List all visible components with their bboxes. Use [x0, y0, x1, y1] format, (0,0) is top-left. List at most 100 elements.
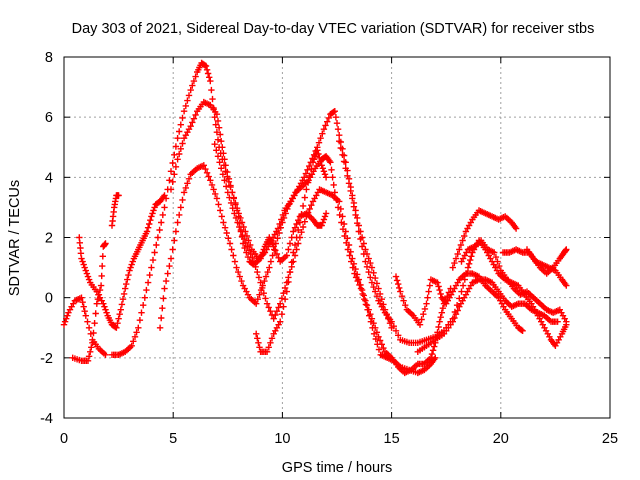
data-point — [274, 225, 282, 232]
data-point — [182, 184, 189, 192]
data-point — [162, 277, 170, 285]
data-point — [319, 130, 326, 137]
series-track-9 — [253, 147, 330, 355]
data-point — [179, 196, 186, 204]
data-point — [315, 139, 323, 146]
data-point — [426, 282, 433, 289]
data-point — [85, 353, 93, 360]
data-point — [344, 172, 351, 179]
data-point — [265, 304, 272, 311]
data-point — [221, 177, 228, 184]
data-point — [144, 224, 152, 231]
data-point — [368, 315, 376, 322]
data-point — [84, 273, 92, 280]
data-point — [397, 288, 404, 295]
data-point — [235, 268, 242, 276]
data-point — [273, 250, 281, 258]
data-point — [260, 290, 267, 297]
data-point — [357, 281, 364, 289]
data-point — [339, 151, 346, 158]
data-point — [336, 132, 343, 139]
data-point — [347, 187, 354, 195]
data-point — [331, 108, 338, 115]
data-point — [354, 271, 361, 278]
data-point — [244, 243, 251, 250]
y-axis-label: SDTVAR / TECUs — [7, 180, 23, 296]
y-tick-label: 0 — [45, 291, 53, 307]
data-point — [119, 296, 127, 303]
data-point — [164, 270, 171, 277]
data-point — [93, 300, 100, 307]
data-point — [124, 276, 131, 283]
data-point — [102, 306, 109, 313]
data-point — [496, 262, 503, 270]
data-point — [218, 165, 225, 172]
data-point — [362, 246, 369, 253]
data-point — [458, 288, 465, 295]
data-point — [224, 168, 231, 176]
data-point — [233, 264, 240, 271]
data-point — [322, 174, 330, 181]
data-point — [234, 219, 241, 226]
data-point — [159, 305, 166, 312]
data-point — [94, 296, 102, 303]
data-point — [310, 156, 318, 163]
y-tick-label: 6 — [45, 110, 53, 126]
data-point — [81, 264, 88, 271]
data-point — [210, 186, 217, 193]
data-point — [117, 306, 124, 313]
data-point — [427, 354, 435, 361]
data-point — [219, 171, 227, 178]
data-point — [207, 77, 214, 85]
data-point — [316, 154, 323, 161]
data-point — [494, 258, 501, 265]
data-point — [301, 174, 308, 181]
data-point — [519, 327, 526, 334]
data-point — [336, 138, 343, 145]
x-tick-label: 15 — [384, 431, 400, 447]
data-point — [214, 153, 222, 160]
data-point — [367, 259, 374, 267]
data-point — [127, 264, 134, 271]
data-point — [148, 264, 155, 271]
data-point — [299, 202, 307, 210]
data-point — [330, 181, 337, 189]
data-point — [184, 97, 191, 104]
data-point — [435, 323, 442, 331]
data-point — [169, 178, 176, 185]
data-point — [171, 151, 178, 158]
data-point — [129, 258, 136, 265]
data-point — [148, 213, 155, 220]
data-point — [354, 220, 361, 227]
y-tick-label: -4 — [40, 411, 53, 427]
data-point — [162, 195, 170, 202]
data-point — [140, 302, 147, 309]
data-point — [293, 220, 300, 228]
data-point — [334, 126, 342, 133]
data-point — [135, 324, 142, 331]
data-point — [154, 234, 162, 241]
data-point — [256, 291, 263, 298]
data-point — [424, 294, 431, 301]
y-tick-label: 2 — [45, 231, 53, 247]
data-point — [203, 66, 211, 73]
data-point — [400, 297, 407, 304]
data-point — [176, 128, 183, 135]
data-point — [254, 296, 261, 303]
data-point — [375, 285, 382, 292]
data-point — [236, 223, 243, 231]
data-point — [161, 285, 168, 292]
data-point — [149, 210, 156, 217]
data-point — [375, 333, 382, 340]
data-point — [190, 77, 198, 85]
data-point — [171, 237, 178, 244]
data-point — [332, 114, 340, 121]
data-point — [454, 250, 461, 258]
data-point — [184, 180, 191, 187]
data-point — [365, 306, 372, 313]
data-point — [304, 179, 312, 186]
data-point — [208, 86, 215, 94]
series-track-13 — [449, 207, 520, 271]
data-point — [218, 213, 225, 220]
data-point — [232, 214, 240, 222]
